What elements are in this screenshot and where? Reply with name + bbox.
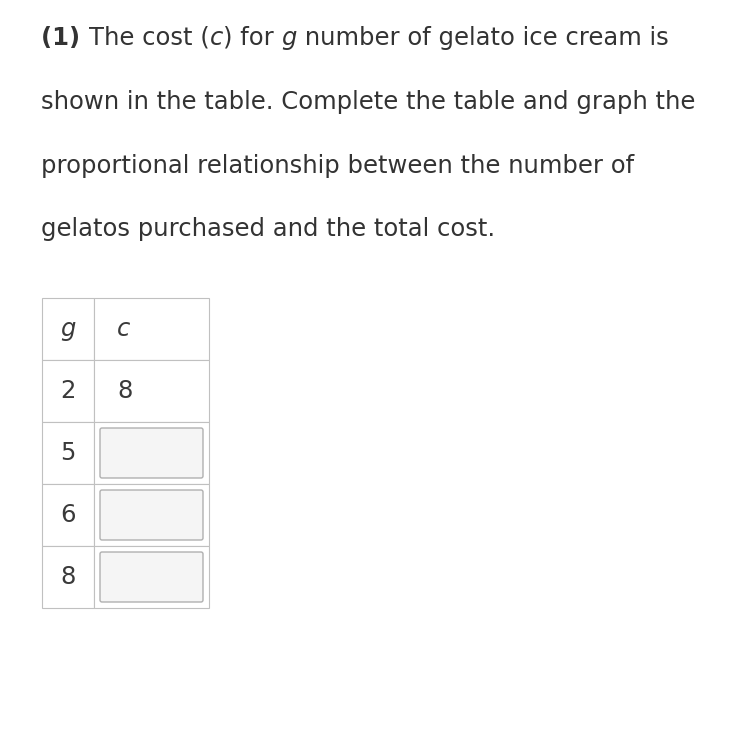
Text: The cost (: The cost ( — [88, 26, 209, 50]
Text: 2: 2 — [60, 379, 76, 403]
Bar — [94, 484, 209, 546]
Text: number of gelato ice cream is: number of gelato ice cream is — [297, 26, 669, 50]
Text: 5: 5 — [60, 441, 76, 465]
FancyBboxPatch shape — [100, 428, 203, 478]
Text: (1): (1) — [41, 26, 88, 50]
Text: ) for: ) for — [223, 26, 281, 50]
Text: c: c — [117, 317, 130, 341]
Bar — [94, 298, 209, 360]
Bar — [42, 298, 94, 360]
Bar — [94, 422, 209, 484]
Bar — [94, 546, 209, 608]
Text: 6: 6 — [60, 503, 76, 527]
Text: 8: 8 — [117, 379, 132, 403]
Text: shown in the table. Complete the table and graph the: shown in the table. Complete the table a… — [41, 90, 696, 114]
Text: g: g — [60, 317, 76, 341]
Bar — [42, 422, 94, 484]
FancyBboxPatch shape — [100, 490, 203, 540]
Text: g: g — [281, 26, 297, 50]
Text: c: c — [209, 26, 223, 50]
FancyBboxPatch shape — [100, 552, 203, 602]
Bar — [42, 546, 94, 608]
Text: 8: 8 — [60, 565, 76, 589]
Bar — [42, 360, 94, 422]
Bar — [42, 484, 94, 546]
Text: proportional relationship between the number of: proportional relationship between the nu… — [41, 154, 634, 178]
Bar — [94, 360, 209, 422]
Text: gelatos purchased and the total cost.: gelatos purchased and the total cost. — [41, 217, 495, 242]
